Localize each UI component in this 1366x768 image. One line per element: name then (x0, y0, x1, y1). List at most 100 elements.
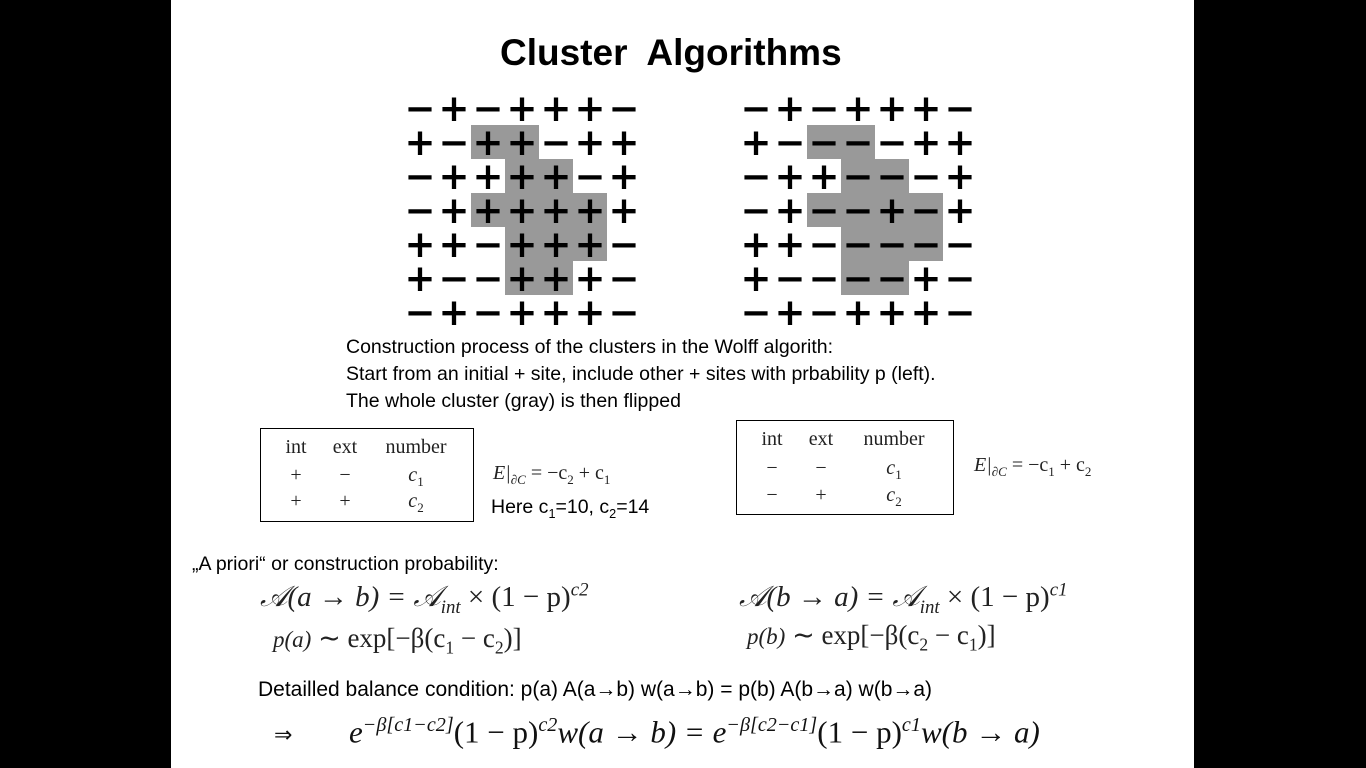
table-right-cell: + (815, 484, 827, 506)
spin-down: − (808, 222, 840, 266)
spin-up: + (438, 290, 470, 334)
slide: Cluster Algorithms − + − + + + − + − + + − + + − + + + + − +… (171, 0, 1194, 768)
spin-up: + (774, 222, 806, 266)
spin-down: − (944, 222, 976, 266)
spin-up: + (574, 86, 606, 130)
spin-up: + (574, 256, 606, 300)
spin-down: − (944, 290, 976, 334)
energy-right: E|∂C = −c1 + c2 (974, 454, 1092, 479)
spin-up: + (574, 222, 606, 266)
cluster-cell (471, 193, 505, 227)
spin-up: + (506, 256, 538, 300)
spin-down: − (472, 290, 504, 334)
table-right-cell: c1 (886, 457, 902, 482)
spin-down: − (608, 290, 640, 334)
spin-up: + (740, 222, 772, 266)
spin-down: − (808, 188, 840, 232)
table-left-cell: + (290, 490, 302, 512)
spin-down: − (876, 120, 908, 164)
table-left-cell: + (339, 490, 351, 512)
spin-up: + (438, 188, 470, 232)
equation-pb: p(b) ∼ exp[−β(c2 − c1)] (747, 620, 996, 655)
caption-line-2: Start from an initial + site, include ot… (346, 363, 936, 385)
spin-down: − (842, 256, 874, 300)
spin-up: + (438, 222, 470, 266)
spin-down: − (740, 188, 772, 232)
spin-up: + (574, 290, 606, 334)
cluster-cell (841, 261, 875, 295)
table-left-cell: c2 (408, 490, 424, 515)
spin-up: + (472, 120, 504, 164)
spin-up: + (910, 290, 942, 334)
spin-up: + (506, 154, 538, 198)
spin-up: + (506, 86, 538, 130)
cluster-cell (505, 193, 539, 227)
table-left-cell: c1 (408, 464, 424, 489)
spin-down: − (404, 86, 436, 130)
cluster-cell (875, 159, 909, 193)
spin-down: − (808, 256, 840, 300)
cluster-cell (909, 227, 943, 261)
spin-down: − (404, 188, 436, 232)
spin-down: − (842, 188, 874, 232)
spin-down: − (574, 154, 606, 198)
table-left-cell: + (290, 464, 302, 486)
cluster-cell (841, 159, 875, 193)
cluster-cell (471, 125, 505, 159)
spin-down: − (740, 154, 772, 198)
cluster-cell (505, 159, 539, 193)
spin-up: + (842, 86, 874, 130)
spin-down: − (472, 256, 504, 300)
spin-up: + (842, 290, 874, 334)
spin-up: + (540, 154, 572, 198)
spin-up: + (944, 120, 976, 164)
equation-pa: p(a) ∼ exp[−β(c1 − c2)] (273, 623, 522, 658)
spin-up: + (506, 120, 538, 164)
spin-up: + (944, 154, 976, 198)
spin-up: + (774, 188, 806, 232)
spin-up: + (540, 86, 572, 130)
spin-up: + (472, 188, 504, 232)
spin-down: − (608, 256, 640, 300)
equation-b-to-a: 𝒜(b → a) = 𝒜int × (1 − p)c1 (739, 579, 1068, 618)
table-right: int ext number − − c1 − + c2 (736, 420, 954, 515)
cluster-cell (807, 193, 841, 227)
table-right-cell: − (766, 457, 778, 479)
slide-title: Cluster Algorithms (500, 32, 842, 73)
cluster-cell (539, 159, 573, 193)
apriori-label: „A priori“ or construction probability: (192, 553, 499, 575)
equation-a-to-b: 𝒜(a → b) = 𝒜int × (1 − p)c2 (260, 579, 589, 618)
cluster-cell (875, 193, 909, 227)
cluster-cell (807, 125, 841, 159)
cluster-cell (539, 261, 573, 295)
spin-up: + (910, 256, 942, 300)
table-right-cell: c2 (886, 484, 902, 509)
spin-down: − (774, 256, 806, 300)
spin-up: + (876, 290, 908, 334)
spin-up: + (506, 188, 538, 232)
spin-down: − (608, 222, 640, 266)
spin-up: + (774, 290, 806, 334)
cluster-cell (573, 227, 607, 261)
spin-up: + (808, 154, 840, 198)
table-right-cell: − (815, 457, 827, 479)
spin-up: + (608, 120, 640, 164)
spin-down: − (404, 290, 436, 334)
spin-down: − (944, 86, 976, 130)
spin-up: + (404, 222, 436, 266)
spin-up: + (404, 256, 436, 300)
spin-up: + (574, 188, 606, 232)
spin-up: + (438, 86, 470, 130)
spin-down: − (910, 222, 942, 266)
spin-down: − (842, 222, 874, 266)
here-values: Here c1=10, c2=14 (491, 496, 650, 521)
spin-up: + (506, 222, 538, 266)
spin-down: − (842, 154, 874, 198)
spin-up: + (472, 154, 504, 198)
table-left-cell: − (339, 464, 351, 486)
spin-up: + (540, 290, 572, 334)
energy-left: E|∂C = −c2 + c1 (493, 462, 611, 487)
spin-down: − (808, 290, 840, 334)
cluster-cell (841, 193, 875, 227)
cluster-cell (573, 193, 607, 227)
